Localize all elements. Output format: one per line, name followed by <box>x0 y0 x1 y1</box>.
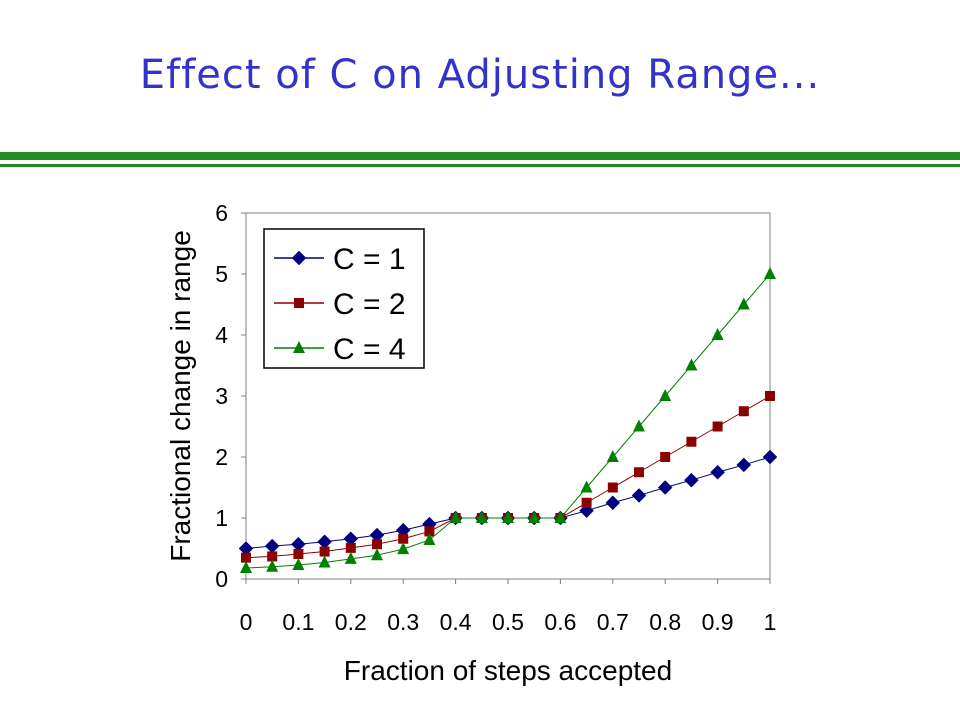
data-point <box>659 389 672 401</box>
slide-title: Effect of C on Adjusting Range... <box>139 52 821 98</box>
x-tick-label: 1 <box>764 609 777 635</box>
y-axis: 0 1 2 3 4 5 6 <box>215 200 246 592</box>
y-tick-label: 3 <box>215 383 228 409</box>
data-point <box>660 452 671 462</box>
data-point <box>449 511 462 523</box>
x-tick-label: 0.2 <box>335 609 367 635</box>
data-point <box>710 464 725 480</box>
data-point <box>240 561 252 574</box>
x-axis-label: Fraction of steps accepted <box>344 655 672 686</box>
data-point <box>685 358 698 371</box>
x-tick-label: 0.3 <box>387 609 419 635</box>
legend-label: C = 1 <box>333 243 406 276</box>
data-point <box>424 526 435 537</box>
series-layer <box>238 267 778 574</box>
data-point <box>345 542 356 553</box>
data-point <box>319 546 330 557</box>
data-point <box>528 511 541 523</box>
x-axis: 0 0.1 0.2 0.3 0.4 0.5 0.6 0.7 0.8 0.9 1 <box>240 579 777 635</box>
data-point <box>397 542 410 555</box>
y-tick-label: 2 <box>215 444 228 470</box>
data-point <box>631 488 647 503</box>
data-point <box>765 391 775 401</box>
legend-marker <box>293 341 305 353</box>
x-tick-label: 0.6 <box>544 609 576 635</box>
data-point <box>686 436 697 447</box>
data-point <box>372 539 382 550</box>
data-point <box>606 450 619 462</box>
legend-label: C = 4 <box>333 333 406 366</box>
legend-item: C = 2 <box>274 288 406 321</box>
series-3 <box>240 267 776 574</box>
data-point <box>764 267 776 279</box>
data-point <box>293 548 304 559</box>
data-point <box>711 328 724 340</box>
data-point <box>605 495 621 511</box>
data-point <box>241 552 251 563</box>
legend-item: C = 4 <box>274 333 406 366</box>
title-rule-thin <box>0 164 960 167</box>
y-tick-label: 6 <box>215 200 228 226</box>
data-point <box>684 472 699 488</box>
legend-marker <box>291 250 307 266</box>
data-point <box>657 480 673 495</box>
data-point <box>554 511 567 523</box>
data-point <box>398 533 409 544</box>
data-point <box>371 548 383 561</box>
y-tick-label: 5 <box>215 261 228 287</box>
x-tick-label: 0 <box>240 609 253 635</box>
legend-label: C = 2 <box>333 288 406 321</box>
legend-item: C = 1 <box>274 243 406 276</box>
data-point <box>581 497 592 508</box>
legend: C = 1 C = 2 C = 4 <box>263 228 425 369</box>
data-point <box>318 555 331 568</box>
legend-marker <box>294 298 304 308</box>
y-tick-label: 4 <box>215 322 228 348</box>
legend-box <box>263 228 425 369</box>
data-point <box>266 559 279 572</box>
data-point <box>580 480 593 493</box>
x-tick-label: 0.1 <box>282 609 314 635</box>
x-tick-label: 0.8 <box>649 609 681 635</box>
y-tick-label: 0 <box>215 566 228 592</box>
x-tick-label: 0.7 <box>597 609 629 635</box>
x-tick-label: 0.9 <box>702 609 734 635</box>
series-1 <box>238 449 778 556</box>
data-point <box>423 532 436 545</box>
data-point <box>292 557 305 570</box>
data-point <box>607 482 618 493</box>
y-tick-label: 1 <box>215 505 228 531</box>
data-point <box>737 297 750 310</box>
data-point <box>264 538 280 554</box>
data-point <box>475 511 488 523</box>
title-rule-thick <box>0 152 960 160</box>
data-point <box>267 551 278 562</box>
data-point <box>712 421 723 432</box>
data-point <box>502 511 514 523</box>
data-point <box>762 449 778 465</box>
y-axis-label: Fractional change in range <box>165 230 196 562</box>
data-point <box>738 406 749 417</box>
x-tick-label: 0.5 <box>492 609 524 635</box>
data-point <box>736 457 752 473</box>
data-point <box>344 551 357 564</box>
data-point <box>634 467 644 478</box>
data-point <box>633 419 645 432</box>
x-tick-label: 0.4 <box>440 609 472 635</box>
